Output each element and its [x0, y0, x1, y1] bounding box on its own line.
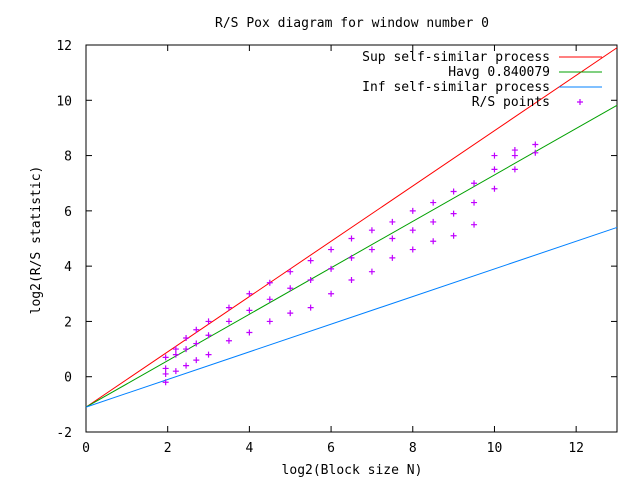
series-line [85, 47, 618, 408]
x-tick-label: 6 [327, 441, 335, 456]
data-point [471, 221, 478, 228]
data-point [246, 329, 253, 336]
data-point [162, 365, 169, 372]
data-point [307, 257, 314, 264]
y-tick-label: -2 [56, 426, 72, 441]
x-tick-label: 0 [82, 441, 90, 456]
data-point [368, 227, 375, 234]
x-axis: 0 2 4 6 8 10 12 [82, 45, 584, 456]
data-point [183, 335, 190, 342]
x-tick-label: 8 [409, 441, 417, 456]
data-point [225, 304, 232, 311]
x-tick-label: 10 [487, 441, 503, 456]
y-tick-label: 4 [64, 260, 72, 275]
data-point [450, 188, 457, 195]
data-point [193, 326, 200, 333]
data-point [328, 290, 335, 297]
data-point [172, 368, 179, 375]
data-point [368, 268, 375, 275]
legend-label: Inf self-similar process [362, 80, 550, 95]
data-point [389, 254, 396, 261]
data-point [266, 296, 273, 303]
data-point [511, 166, 518, 173]
x-tick-label: 2 [164, 441, 172, 456]
data-point [511, 152, 518, 159]
y-axis: -2 0 2 4 6 8 10 12 [56, 39, 617, 441]
data-point [328, 265, 335, 272]
legend-label: R/S points [472, 95, 550, 110]
x-axis-label: log2(Block size N) [282, 463, 423, 478]
data-point [172, 346, 179, 353]
data-point [348, 254, 355, 261]
data-point [162, 379, 169, 386]
data-point [205, 332, 212, 339]
y-tick-label: 0 [64, 371, 72, 386]
data-point [328, 246, 335, 253]
data-point [532, 149, 539, 156]
chart-title: R/S Pox diagram for window number 0 [215, 16, 489, 31]
data-point [287, 268, 294, 275]
data-point [266, 318, 273, 325]
y-tick-label: 6 [64, 205, 72, 220]
data-point [491, 152, 498, 159]
data-point [491, 185, 498, 192]
y-tick-label: 8 [64, 150, 72, 165]
data-point [225, 337, 232, 344]
series-layer [85, 47, 618, 408]
data-point [450, 232, 457, 239]
data-point [389, 218, 396, 225]
data-point [389, 235, 396, 242]
data-point [307, 276, 314, 283]
y-axis-label: log2(R/S statistic) [29, 166, 44, 315]
data-point [409, 207, 416, 214]
data-point [183, 346, 190, 353]
data-point [348, 276, 355, 283]
y-tick-label: 10 [56, 94, 72, 109]
data-point [183, 362, 190, 369]
legend-swatch [577, 99, 583, 105]
data-point [307, 304, 314, 311]
data-point [511, 147, 518, 154]
data-point [409, 246, 416, 253]
legend-label: Havg 0.840079 [448, 65, 550, 80]
data-point [450, 210, 457, 217]
data-point [430, 238, 437, 245]
data-point [266, 279, 273, 286]
data-point [246, 307, 253, 314]
data-point [172, 351, 179, 358]
data-point [368, 246, 375, 253]
data-point [193, 357, 200, 364]
plot-frame [85, 44, 618, 433]
y-tick-label: 2 [64, 315, 72, 330]
series-line [85, 226, 618, 408]
y-tick-label: 12 [56, 39, 72, 54]
data-point [162, 354, 169, 361]
data-point [471, 180, 478, 187]
legend-label: Sup self-similar process [362, 50, 550, 65]
data-point [430, 199, 437, 206]
data-point [409, 227, 416, 234]
data-point [246, 290, 253, 297]
data-point [193, 340, 200, 347]
data-point [471, 199, 478, 206]
data-point [205, 318, 212, 325]
x-tick-label: 4 [245, 441, 253, 456]
data-point [225, 318, 232, 325]
data-point [532, 141, 539, 148]
data-point [491, 166, 498, 173]
data-point [287, 310, 294, 317]
data-point [430, 218, 437, 225]
data-point [348, 235, 355, 242]
x-tick-label: 12 [568, 441, 584, 456]
data-point [205, 351, 212, 358]
data-point [287, 285, 294, 292]
data-point [162, 370, 169, 377]
